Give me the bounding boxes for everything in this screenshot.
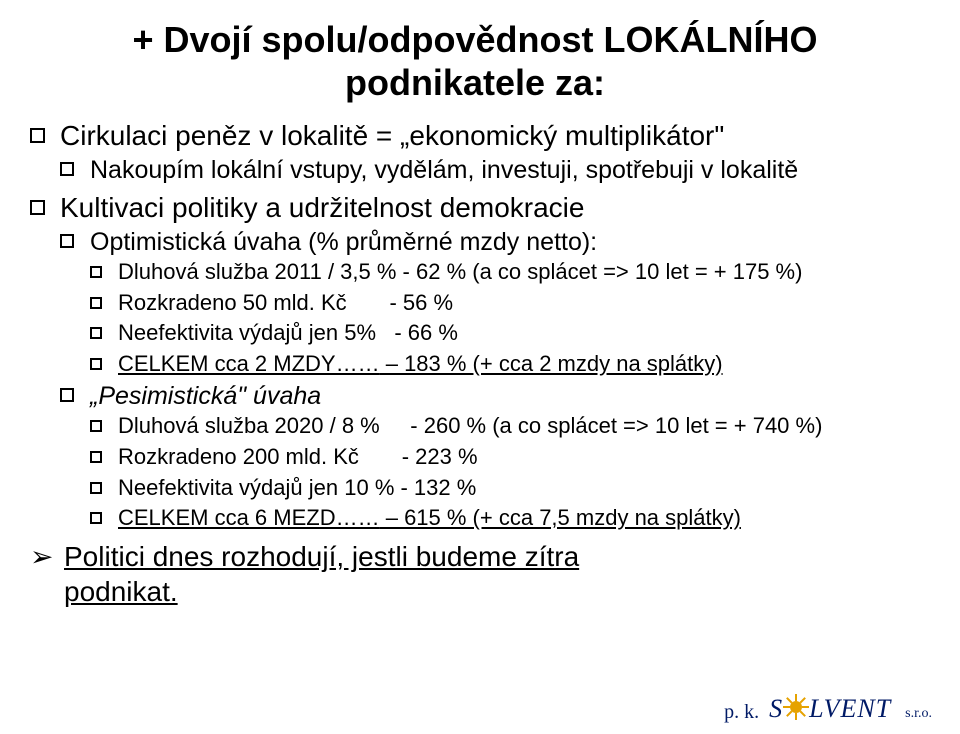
arrow-line-2: podnikat. (64, 576, 178, 607)
arrow-line-1: Politici dnes rozhodují, jestli budeme z… (64, 541, 579, 572)
opt-total-lead: CELKEM cca 2 MZDY…… (118, 351, 380, 376)
pes-item-stolen: Rozkradeno 200 mld. Kč - 223 % (90, 443, 920, 472)
logo-pk: p. k. (724, 701, 759, 724)
opt-item-inefficiency: Neefektivita výdajů jen 5% - 66 % (90, 319, 920, 348)
sun-icon (783, 694, 809, 720)
opt-item-debt: Dluhová služba 2011 / 3,5 % - 62 % (a co… (90, 258, 920, 287)
bullet-pessimistic-text: „Pesimistická" úvaha (90, 382, 321, 410)
pes-item-total: CELKEM cca 6 MEZD…… – 615 % (+ cca 7,5 m… (90, 504, 920, 533)
pes-total-lead: CELKEM cca 6 MEZD…… (118, 505, 380, 530)
bullet-pessimistic: „Pesimistická" úvaha Dluhová služba 2020… (60, 380, 920, 532)
bullet-circulation: Cirkulaci peněz v lokalitě = „ekonomický… (30, 118, 920, 186)
logo-solvent-right: LVENT (809, 694, 891, 723)
page-title: + Dvojí spolu/odpovědnost LOKÁLNÍHO podn… (30, 18, 920, 104)
opt-item-total: CELKEM cca 2 MZDY…… – 183 % (+ cca 2 mzd… (90, 350, 920, 379)
bullet-cultivation: Kultivaci politiky a udržitelnost demokr… (30, 190, 920, 533)
opt-item-stolen: Rozkradeno 50 mld. Kč - 56 % (90, 289, 920, 318)
bullet-circulation-text: Cirkulaci peněz v lokalitě = „ekonomický… (60, 120, 724, 151)
logo-sro: s.r.o. (905, 706, 932, 722)
title-line-2: podnikatele za: (345, 62, 605, 103)
bullet-circulation-sub-text: Nakoupím lokální vstupy, vydělám, invest… (90, 156, 798, 184)
bullet-cultivation-text: Kultivaci politiky a udržitelnost demokr… (60, 192, 584, 223)
arrow-conclusion: Politici dnes rozhodují, jestli budeme z… (30, 539, 920, 609)
logo-solvent-left: S (769, 694, 783, 723)
bullet-optimistic: Optimistická úvaha (% průměrné mzdy nett… (60, 226, 920, 378)
pes-item-debt: Dluhová služba 2020 / 8 % - 260 % (a co … (90, 412, 920, 441)
pes-total-rest: – 615 % (+ cca 7,5 mzdy na splátky) (380, 505, 741, 530)
bullet-circulation-sub: Nakoupím lokální vstupy, vydělám, invest… (60, 154, 920, 186)
bullet-optimistic-text: Optimistická úvaha (% průměrné mzdy nett… (90, 228, 597, 256)
logo-solvent: S LVENT (769, 694, 891, 724)
opt-total-rest: – 183 % (+ cca 2 mzdy na splátky) (380, 351, 723, 376)
pes-item-inefficiency: Neefektivita výdajů jen 10 % - 132 % (90, 474, 920, 503)
brand-logo: p. k. S LVENT s.r.o. (724, 694, 932, 724)
bullet-list: Cirkulaci peněz v lokalitě = „ekonomický… (30, 118, 920, 532)
title-line-1: + Dvojí spolu/odpovědnost LOKÁLNÍHO (132, 19, 817, 60)
